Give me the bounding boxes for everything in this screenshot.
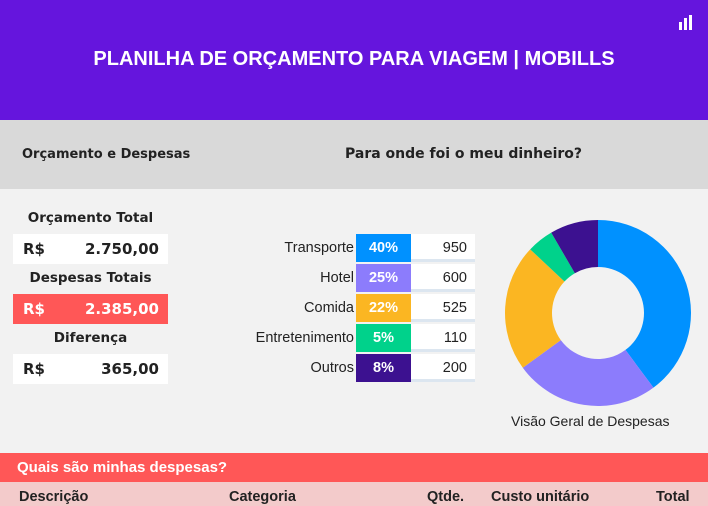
table-header: Descrição Categoria Qtde. Custo unitário… [0,482,708,506]
expenses-value: 2.385,00 [84,300,159,318]
column-header: Qtde. [427,489,465,505]
donut-slice-entretenimento [530,232,575,282]
chart-caption: Visão Geral de Despesas [511,413,670,429]
category-percent: 22% [356,294,411,322]
category-percent: 40% [356,234,411,262]
category-name: Hotel [320,270,354,286]
column-header: Descrição [19,489,89,505]
category-name: Entretenimento [255,330,354,346]
donut-slice-outros [551,220,598,274]
category-row: Comida 22% 525 [200,294,475,322]
currency: R$ [23,240,45,258]
category-row: Entretenimento 5% 110 [200,324,475,352]
budget-label: Orçamento Total [27,210,154,226]
category-value[interactable]: 525 [411,294,475,322]
donut-slice-comida [505,249,565,368]
expenses-section-title: Quais são minhas despesas? [0,453,708,482]
currency: R$ [23,300,45,318]
diff-value: 365,00 [101,360,159,378]
category-value[interactable]: 950 [411,234,475,262]
header: PLANILHA DE ORÇAMENTO PARA VIAGEM | MOBI… [0,0,708,120]
expenses-label: Despesas Totais [29,270,152,286]
donut-slice-hotel [522,340,654,406]
category-row: Outros 8% 200 [200,354,475,382]
expenses-box[interactable]: R$ 2.385,00 [13,294,168,324]
donut-slice-transporte [598,220,691,388]
column-header: Categoria [229,489,296,505]
section-header: Orçamento e Despesas Para onde foi o meu… [0,120,708,189]
diff-label: Diferença [53,330,128,346]
category-name: Transporte [284,240,354,256]
category-row: Transporte 40% 950 [200,234,475,262]
bar-chart-icon [679,15,692,30]
column-header: Custo unitário [491,489,590,505]
category-value[interactable]: 200 [411,354,475,382]
currency: R$ [23,360,45,378]
donut-chart [505,220,691,406]
category-value[interactable]: 600 [411,264,475,292]
category-name: Outros [310,360,354,376]
category-percent: 25% [356,264,411,292]
column-header: Total [656,489,690,505]
section-left-title: Orçamento e Despesas [22,147,191,162]
category-value[interactable]: 110 [411,324,475,352]
category-percent: 8% [356,354,411,382]
category-name: Comida [304,300,354,316]
diff-box[interactable]: R$ 365,00 [13,354,168,384]
section-right-title: Para onde foi o meu dinheiro? [345,146,583,162]
page-title: PLANILHA DE ORÇAMENTO PARA VIAGEM | MOBI… [93,48,615,70]
category-row: Hotel 25% 600 [200,264,475,292]
category-percent: 5% [356,324,411,352]
budget-box[interactable]: R$ 2.750,00 [13,234,168,264]
budget-value: 2.750,00 [84,240,159,258]
